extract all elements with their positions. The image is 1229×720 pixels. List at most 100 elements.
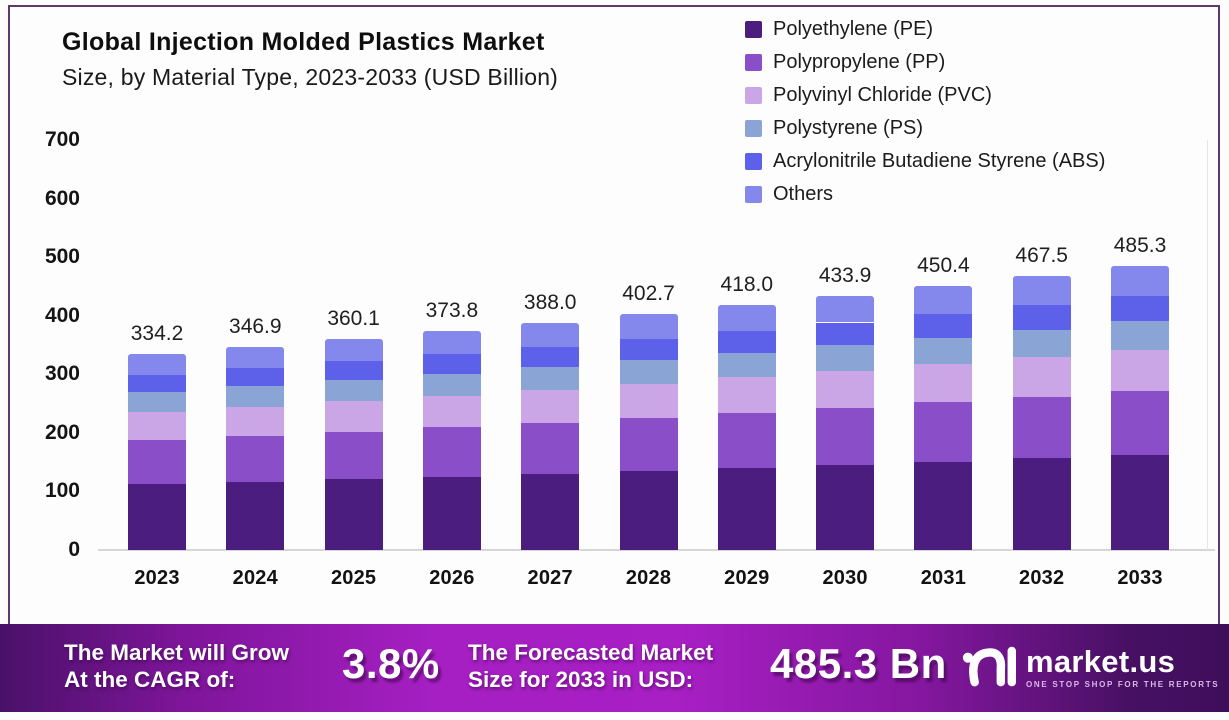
bar-2029-abs [717,330,776,353]
bar-2027-pp [521,422,580,474]
bar-2026-abs [422,354,481,374]
legend-item-ps: Polystyrene (PS) [745,115,1105,141]
legend-label-pp: Polypropylene (PP) [773,50,946,73]
x-axis-label-2028: 2028 [625,567,672,589]
bar-2028-total-label: 402.7 [622,282,675,306]
forecast-label-line1: The Forecasted Market [468,640,714,665]
cagr-label: The Market will Grow At the CAGR of: [64,639,289,693]
bar-2026-pvc [422,395,481,428]
plot-area-right-edge [1207,140,1208,550]
y-axis-tick-label: 100 [44,479,80,503]
legend-swatch-others [745,185,762,203]
y-axis-tick-label: 400 [44,303,80,327]
bar-2033-pe [1111,454,1169,550]
bar-2031-pe [914,461,973,550]
x-axis-label-2026: 2026 [429,567,475,589]
bar-2030-pp [816,407,875,465]
bar-2024-pe [226,481,285,550]
bar-2030-total-label: 433.9 [818,263,872,287]
x-axis-label-2030: 2030 [822,567,868,589]
cagr-value: 3.8% [342,640,440,687]
legend-label-abs: Acrylonitrile Butadiene Styrene (ABS) [773,149,1106,172]
bar-2023-pe [128,484,186,550]
forecast-label: The Forecasted Market Size for 2033 in U… [468,639,713,693]
chart-subtitle: Size, by Material Type, 2023-2033 (USD B… [62,64,559,90]
bar-2032-others [1012,276,1071,305]
x-axis-label-2024: 2024 [232,567,278,589]
bar-2029-pe [717,468,776,550]
bar-2026-total-label: 373.8 [425,299,479,323]
forecast-label-line2: Size for 2033 in USD: [468,667,694,692]
bar-2023-pvc [128,411,186,441]
logo-name: market.us [1026,643,1176,679]
bar-2030-others [816,295,875,323]
x-axis-label-2029: 2029 [724,567,770,589]
bar-2033-ps [1111,321,1169,350]
forecast-value: 485.3 Bn [770,640,947,687]
bar-2033-abs [1111,295,1169,322]
y-axis-tick-label: 500 [44,245,80,269]
bar-2033-total-label: 485.3 [1113,233,1167,257]
bar-2024-pvc [226,406,285,437]
bar-2025-pvc [324,401,383,432]
bar-2025-pp [324,431,383,480]
x-axis-label-2032: 2032 [1019,567,1065,589]
logo-text-column: market.us ONE STOP SHOP FOR THE REPORTS [1026,646,1219,689]
bar-2032-abs [1012,304,1071,330]
bar-2027-pvc [521,389,580,423]
legend-item-abs: Acrylonitrile Butadiene Styrene (ABS) [745,148,1105,174]
legend-swatch-ps [745,119,762,137]
bar-2031-pvc [914,364,973,403]
bar-2023-ps [128,392,186,412]
bar-2031-pp [914,402,973,462]
chart-title-block: Global Injection Molded Plastics Market … [62,28,558,91]
bar-2032-total-label: 467.5 [1015,244,1068,268]
x-axis-label-2033: 2033 [1117,567,1163,589]
legend-item-pp: Polypropylene (PP) [745,49,1105,75]
legend-swatch-pvc [745,86,762,104]
bar-2024-abs [226,368,285,387]
logo-tagline: ONE STOP SHOP FOR THE REPORTS [1026,679,1220,689]
bar-2031-ps [914,337,973,365]
bar-2028-others [619,314,678,339]
bar-2026-others [422,331,481,355]
x-axis-label-2023: 2023 [134,567,180,589]
x-axis-baseline [98,549,1215,551]
legend-item-others: Others [745,181,1105,207]
bar-2025-pe [324,479,383,550]
bar-2032-pvc [1012,356,1071,397]
bar-2030-pe [816,464,875,550]
bar-2031-abs [914,313,973,338]
x-axis-label-2025: 2025 [330,567,377,589]
market-us-logo: market.us ONE STOP SHOP FOR THE REPORTS [962,640,1219,694]
bar-2030-pvc [816,370,875,408]
legend-item-pe: Polyethylene (PE) [745,16,1105,42]
bar-2024-ps [226,386,285,407]
bar-2033-pvc [1111,349,1169,391]
bar-2026-pe [422,476,481,550]
chart-legend: Polyethylene (PE) Polypropylene (PP) Polyv… [745,16,1105,207]
cagr-label-line1: The Market will Grow [64,640,290,665]
bar-2032-pp [1012,396,1071,459]
bar-2028-pvc [619,383,678,418]
bar-2023-total-label: 334.2 [130,322,184,346]
legend-swatch-pp [745,53,762,71]
legend-swatch-abs [745,152,762,170]
bar-2025-abs [324,361,383,381]
y-axis-tick-label: 200 [44,420,80,444]
bar-2023-others [128,354,186,375]
legend-label-others: Others [773,182,834,205]
bar-2026-pp [422,427,481,477]
y-axis-tick-label: 0 [68,538,80,561]
y-axis-tick-label: 300 [44,362,80,386]
y-axis-tick-label: 700 [44,128,80,151]
cagr-label-line2: At the CAGR of: [64,667,236,692]
bar-2030-abs [816,322,875,346]
bar-2029-others [717,305,776,331]
bar-2028-pp [619,417,678,471]
bar-2025-total-label: 360.1 [327,307,380,331]
legend-label-pvc: Polyvinyl Chloride (PVC) [773,83,992,106]
bar-2029-pvc [717,377,776,413]
